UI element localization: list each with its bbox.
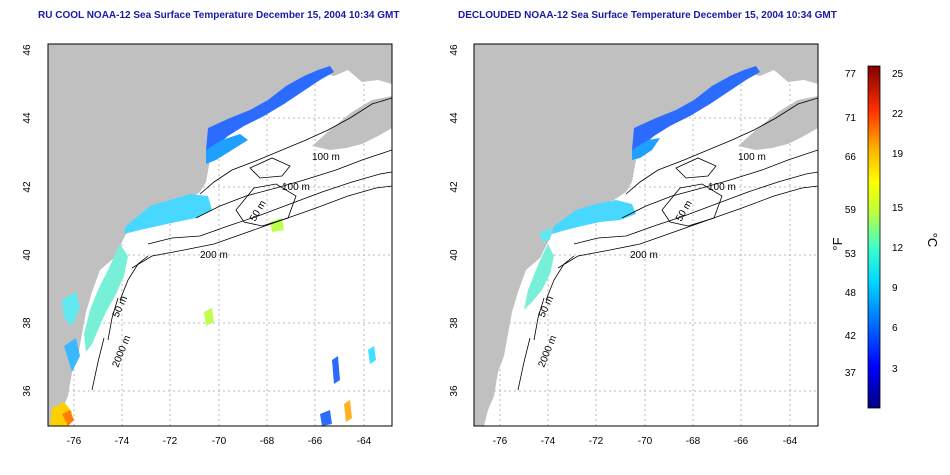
fahrenheit-unit-label: °F xyxy=(830,237,845,250)
right-map-frame xyxy=(473,43,819,427)
temperature-colorbar: 77 71 66 59 53 48 42 37 25 22 19 15 12 9… xyxy=(830,65,940,409)
lon-tick-label: -74 xyxy=(541,436,556,447)
lat-tick-label: 38 xyxy=(22,317,33,329)
left-land-mainland xyxy=(48,44,392,426)
fahrenheit-tick: 48 xyxy=(845,288,857,299)
lat-tick-label: 36 xyxy=(22,385,33,397)
lat-tick-label: 40 xyxy=(22,249,33,261)
lon-tick-label: -70 xyxy=(212,436,227,447)
right-map-title: DECLOUDED NOAA-12 Sea Surface Temperatur… xyxy=(458,10,837,21)
lon-tick-label: -76 xyxy=(493,436,508,447)
colorbar-gradient xyxy=(867,65,881,409)
lat-tick-label: 40 xyxy=(449,249,460,261)
lat-tick-label: 44 xyxy=(449,112,460,124)
lon-tick-label: -74 xyxy=(115,436,130,447)
lat-tick-label: 36 xyxy=(449,385,460,397)
left-map-title: RU COOL NOAA-12 Sea Surface Temperature … xyxy=(38,10,400,21)
right-contour-label: 200 m xyxy=(630,250,658,261)
lon-tick-label: -68 xyxy=(260,436,275,447)
celsius-tick: 22 xyxy=(892,109,904,120)
celsius-tick: 15 xyxy=(892,203,904,214)
lat-tick-label: 42 xyxy=(449,181,460,193)
lat-tick-label: 38 xyxy=(449,317,460,329)
left-contour-label: 100 m xyxy=(312,152,340,163)
celsius-tick: 12 xyxy=(892,243,904,254)
lon-tick-label: -68 xyxy=(686,436,701,447)
lon-tick-label: -66 xyxy=(308,436,323,447)
lon-tick-label: -64 xyxy=(357,436,372,447)
left-contour-label: 200 m xyxy=(200,250,228,261)
fahrenheit-tick: 37 xyxy=(845,368,857,379)
right-land-mainland xyxy=(474,44,818,426)
fahrenheit-tick: 66 xyxy=(845,152,857,163)
fahrenheit-tick: 59 xyxy=(845,205,857,216)
celsius-tick: 19 xyxy=(892,149,904,160)
left-lat-axis: 36 38 40 42 44 46 xyxy=(22,44,33,397)
celsius-tick: 3 xyxy=(892,364,898,375)
lon-tick-label: -66 xyxy=(734,436,749,447)
right-bathymetry-contours xyxy=(517,97,818,391)
left-bathymetry-contours xyxy=(91,97,392,391)
celsius-tick: 9 xyxy=(892,283,898,294)
fahrenheit-tick: 53 xyxy=(845,249,857,260)
lat-tick-label: 46 xyxy=(449,44,460,56)
fahrenheit-tick: 42 xyxy=(845,331,857,342)
right-lon-axis: -76 -74 -72 -70 -68 -66 -64 xyxy=(493,436,798,447)
right-sst-patches xyxy=(524,66,760,310)
lon-tick-label: -76 xyxy=(67,436,82,447)
lon-tick-label: -64 xyxy=(783,436,798,447)
left-lon-axis: -76 -74 -72 -70 -68 -66 -64 xyxy=(67,436,372,447)
left-land-nova-scotia xyxy=(312,96,392,150)
right-contour-label: 100 m xyxy=(738,152,766,163)
lon-tick-label: -70 xyxy=(638,436,653,447)
fahrenheit-scale: 77 71 66 59 53 48 42 37 xyxy=(845,69,857,379)
lat-tick-label: 44 xyxy=(22,112,33,124)
left-contour-label: 100 m xyxy=(282,182,310,193)
lon-tick-label: -72 xyxy=(163,436,178,447)
lat-tick-label: 42 xyxy=(22,181,33,193)
left-sst-patches xyxy=(50,66,376,426)
left-map-frame xyxy=(47,43,393,427)
fahrenheit-tick: 77 xyxy=(845,69,857,80)
lat-tick-label: 46 xyxy=(22,44,33,56)
right-land-nova-scotia xyxy=(738,96,818,150)
right-map-panel: 100 m 100 m 50 m 200 m 50 m 2000 m -76 -… xyxy=(449,43,819,447)
left-map-panel: 100 m 100 m 50 m 200 m 50 m 2000 m -76 -… xyxy=(22,43,393,447)
fahrenheit-tick: 71 xyxy=(845,113,857,124)
celsius-tick: 25 xyxy=(892,69,904,80)
lon-tick-label: -72 xyxy=(589,436,604,447)
celsius-scale: 25 22 19 15 12 9 6 3 xyxy=(892,69,904,375)
right-contour-label: 100 m xyxy=(708,182,736,193)
right-lat-axis: 36 38 40 42 44 46 xyxy=(449,44,460,397)
celsius-unit-label: °C xyxy=(925,233,940,248)
celsius-tick: 6 xyxy=(892,323,898,334)
